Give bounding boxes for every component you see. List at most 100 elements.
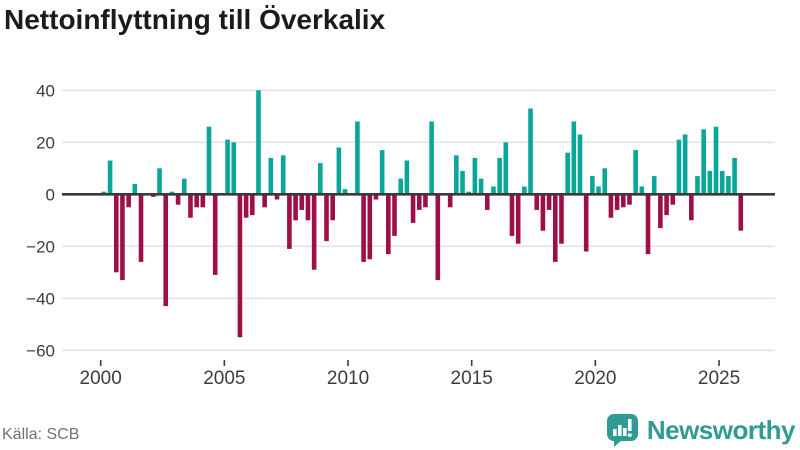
bar [546,194,552,210]
bar [188,194,193,218]
bar [212,194,218,275]
bar [620,194,626,208]
bar [602,168,608,195]
bar [577,134,583,195]
bar [206,126,212,195]
bar [355,121,360,195]
x-axis-label: 2025 [698,368,740,389]
bar [590,176,595,195]
bar [262,194,267,208]
bar [410,194,416,223]
bar [491,186,496,195]
y-axis-label: −60 [26,341,55,360]
bar [460,170,465,195]
bar [274,194,280,200]
bar [738,194,744,231]
bar [181,178,187,195]
bar [392,194,397,236]
newsworthy-icon [606,414,638,447]
bar [701,129,706,195]
bar [435,194,441,281]
bar [534,194,540,210]
bar [336,147,342,195]
bar [676,139,682,195]
bar [429,121,434,195]
chart-title: Nettoinflyttning till Överkalix [4,4,386,35]
bar [528,108,533,195]
bar [670,194,676,205]
bar [713,126,719,195]
bar [287,194,292,249]
bar [664,194,669,216]
bar [416,194,422,210]
bar [707,170,713,195]
y-axis-label: 0 [46,185,55,204]
bar [120,194,125,281]
bar [633,150,638,195]
bar [367,194,373,260]
bar [194,194,199,208]
bar [237,194,243,338]
bar [404,160,410,195]
bar [231,142,237,195]
y-axis-label: 20 [36,133,55,152]
bar [719,170,725,195]
bar [324,194,329,242]
bar [113,194,119,273]
bar [132,183,138,195]
x-axis-label: 2010 [327,368,369,389]
bar [250,194,255,216]
bar [682,134,688,195]
bar [614,194,620,210]
bar [608,194,614,218]
bar [318,163,323,195]
bar [522,186,527,195]
bar [342,189,348,195]
y-axis-label: −20 [26,237,55,256]
bar-chart-plot: 40 20 0 −20 −40 −60 2000 2005 2010 2015 2020 2025 [26,81,775,389]
bar [305,194,311,221]
bar [658,194,663,229]
bar [157,168,162,195]
bar [695,176,700,195]
bar [386,194,391,255]
bar [423,194,428,208]
bar [497,157,502,195]
bar [225,139,230,195]
bar [509,194,515,236]
bar [627,194,632,205]
bar [478,178,484,195]
bar [280,155,286,195]
bar [645,194,651,255]
x-axis-label: 2005 [203,368,245,389]
y-axis-label: 40 [36,81,55,100]
bar [256,90,261,195]
bar [559,194,564,244]
source-label: Källa: SCB [2,426,80,443]
bar [732,157,737,195]
bar [689,194,694,221]
newsworthy-wordmark: Newsworthy [646,414,796,445]
bar [571,121,577,195]
x-axis-label: 2015 [451,368,493,389]
bar [311,194,317,270]
bar [373,194,379,200]
x-axis-label: 2000 [80,368,122,389]
bar [515,194,521,244]
bar [379,150,385,195]
bar [163,194,169,307]
bar [503,142,509,195]
bar [126,194,131,208]
bar [107,160,113,195]
bar [361,194,366,262]
bar [651,176,657,195]
bar [243,194,249,218]
bar [268,157,274,195]
bar [565,152,570,195]
bar [454,155,459,195]
bar [447,194,453,208]
newsworthy-logo[interactable]: Newsworthy [606,410,796,450]
bar [639,186,645,195]
bar [200,194,206,208]
bar [484,194,490,210]
